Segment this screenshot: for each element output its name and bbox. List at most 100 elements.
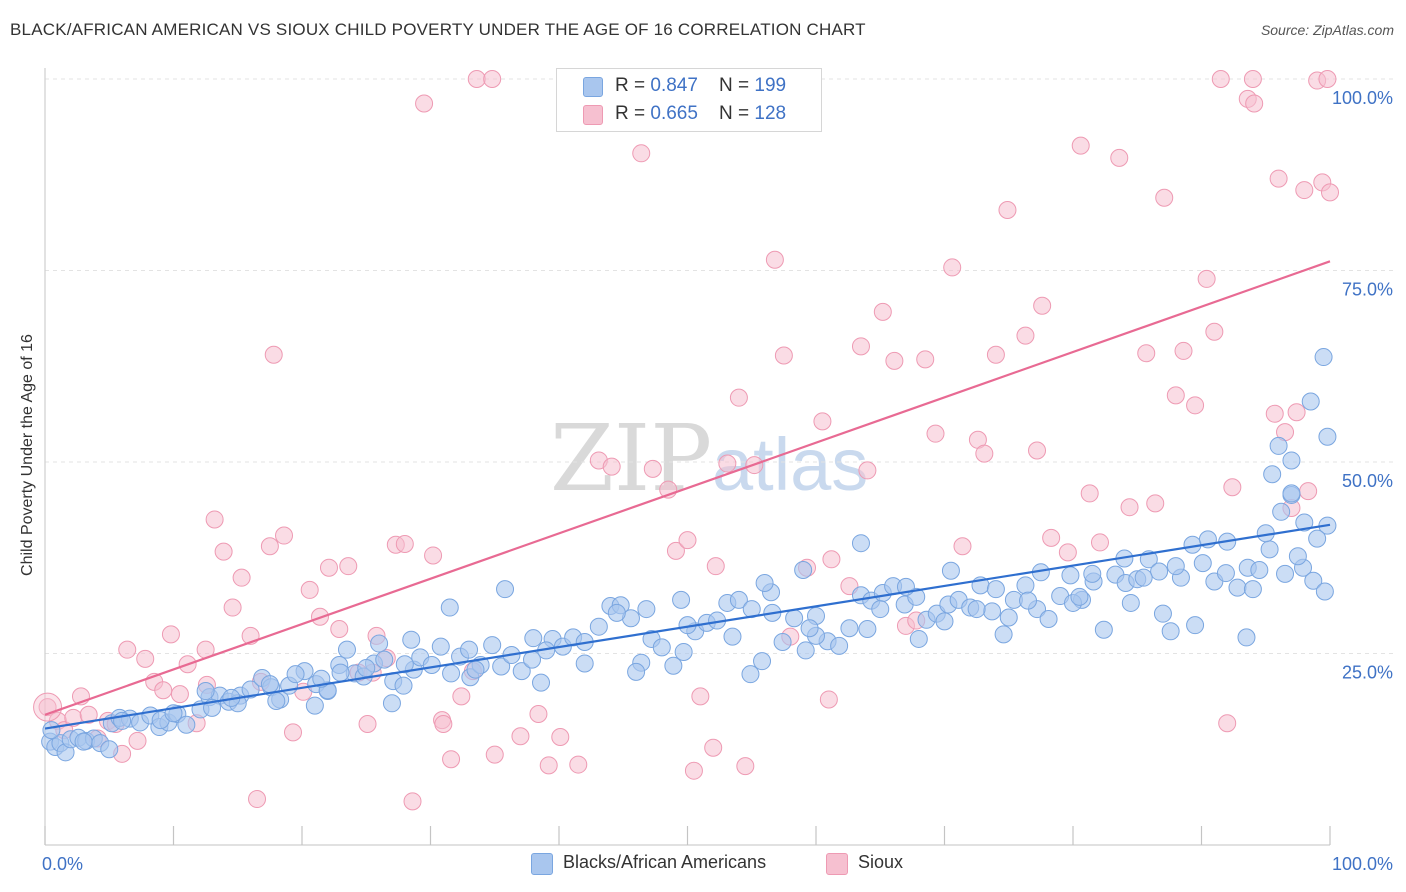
sioux-point xyxy=(284,723,303,742)
black-african-american-point xyxy=(395,655,414,674)
black-african-american-points xyxy=(41,348,1337,762)
black-african-american-point xyxy=(1308,529,1327,548)
black-african-american-point xyxy=(305,696,324,715)
pink-r-value: 0.665 xyxy=(650,103,698,124)
black-african-american-point xyxy=(442,664,461,683)
black-african-american-point xyxy=(466,660,485,679)
sioux-point xyxy=(395,534,414,553)
sioux-point xyxy=(483,70,502,88)
black-african-american-point xyxy=(1070,587,1089,606)
sioux-point xyxy=(1033,296,1052,315)
black-african-american-point xyxy=(1269,436,1288,455)
black-african-american-point xyxy=(1304,571,1323,590)
black-african-american-point xyxy=(851,534,870,553)
black-african-american-trend-line xyxy=(44,523,1331,730)
black-african-american-point xyxy=(652,638,671,657)
pink-legend-label: Sioux xyxy=(858,852,904,872)
pink-n-label: N = xyxy=(719,103,755,124)
black-african-american-point xyxy=(1039,610,1058,629)
black-african-american-point xyxy=(496,580,515,599)
black-african-american-point xyxy=(524,629,543,648)
black-african-american-point xyxy=(1193,554,1212,573)
blue-r-label: R = xyxy=(615,75,651,96)
sioux-point xyxy=(706,557,725,576)
black-african-american-point xyxy=(177,715,196,734)
tick-labels: 25.0% 50.0% 75.0% 100.0% 0.0% 100.0% xyxy=(42,88,1393,874)
black-african-american-point xyxy=(1282,484,1301,503)
sioux-point xyxy=(774,346,793,365)
sioux-point xyxy=(339,557,358,576)
black-african-american-point xyxy=(627,662,646,681)
black-african-american-point xyxy=(1314,348,1333,367)
sioux-point xyxy=(1245,94,1264,113)
pink-legend-swatch xyxy=(826,853,848,875)
sioux-point xyxy=(136,649,155,668)
black-african-american-point xyxy=(840,619,859,638)
sioux-point xyxy=(415,94,434,113)
sioux-point xyxy=(1028,441,1047,460)
sioux-point xyxy=(1318,70,1337,88)
sioux-point xyxy=(264,345,283,364)
pink-swatch xyxy=(583,105,603,125)
watermark-zip: ZIP xyxy=(550,405,712,512)
sioux-point xyxy=(452,687,471,706)
black-african-american-point xyxy=(402,630,421,649)
black-african-american-point xyxy=(1228,578,1247,597)
sioux-point xyxy=(643,459,662,478)
sioux-point xyxy=(1197,269,1216,288)
black-african-american-point xyxy=(260,675,279,694)
sioux-point xyxy=(926,424,945,443)
sioux-point xyxy=(1269,169,1288,188)
sioux-point xyxy=(953,537,972,556)
sioux-point xyxy=(1265,404,1284,423)
sioux-point xyxy=(1155,188,1174,207)
sioux-point xyxy=(300,580,319,599)
black-african-american-point xyxy=(532,673,551,692)
sioux-point xyxy=(1146,494,1165,513)
black-african-american-point xyxy=(375,650,394,669)
black-african-american-point xyxy=(753,652,772,671)
black-african-american-point xyxy=(935,612,954,631)
black-african-american-point xyxy=(871,600,890,619)
sioux-point xyxy=(1218,714,1237,733)
sioux-point xyxy=(736,757,755,776)
sioux-trend-line xyxy=(44,260,1331,716)
sioux-point xyxy=(1205,322,1224,341)
black-african-american-point xyxy=(196,682,215,701)
black-african-american-point xyxy=(1150,562,1169,581)
black-african-american-point xyxy=(1121,593,1140,612)
black-african-american-point xyxy=(1134,568,1153,587)
sioux-point xyxy=(1174,341,1193,360)
black-african-american-point xyxy=(999,608,1018,627)
sioux-point xyxy=(529,705,548,724)
black-african-american-point xyxy=(42,721,61,740)
sioux-point xyxy=(154,681,173,700)
black-african-american-point xyxy=(800,619,819,638)
sioux-point xyxy=(569,755,588,774)
sioux-point xyxy=(704,738,723,757)
sioux-point xyxy=(822,550,841,569)
y-tick-label: 25.0% xyxy=(1342,663,1393,683)
sioux-point xyxy=(128,731,147,750)
black-african-american-point xyxy=(1301,392,1320,411)
black-african-american-point xyxy=(286,665,305,684)
sioux-point xyxy=(632,144,651,163)
black-african-american-point xyxy=(1263,465,1282,484)
black-african-american-point xyxy=(1243,580,1262,599)
black-african-american-point xyxy=(100,740,119,759)
sioux-point xyxy=(916,350,935,369)
black-african-american-point xyxy=(241,680,260,699)
pink-r-label: R = xyxy=(615,103,651,124)
sioux-point xyxy=(718,454,737,473)
black-african-american-point xyxy=(967,600,986,619)
pink-n-value: 128 xyxy=(754,103,787,124)
black-african-american-point xyxy=(357,659,376,678)
trend-lines xyxy=(44,260,1331,730)
black-african-american-point xyxy=(1272,502,1291,521)
sioux-point xyxy=(1080,484,1099,503)
sioux-point xyxy=(319,558,338,577)
sioux-point xyxy=(765,250,784,269)
watermark-atlas: atlas xyxy=(712,423,868,506)
black-african-american-point xyxy=(741,665,760,684)
